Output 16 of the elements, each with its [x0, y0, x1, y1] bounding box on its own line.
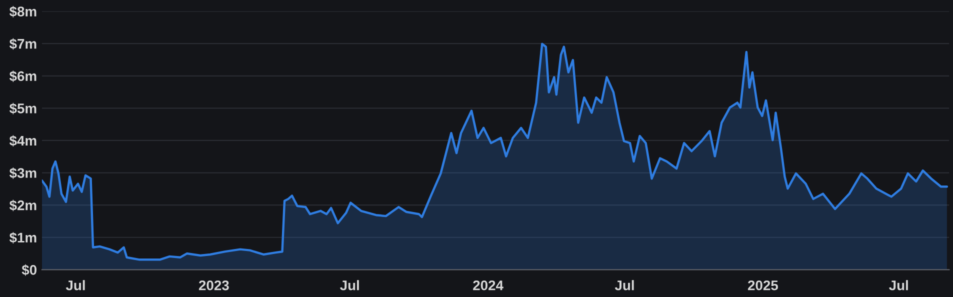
y-tick-label: $6m [9, 70, 36, 82]
x-tick-label: Jul [889, 280, 908, 290]
x-tick-label: 2024 [473, 280, 504, 290]
y-tick-label: $5m [9, 102, 36, 114]
x-tick-label: Jul [340, 280, 359, 290]
x-tick-label: 2025 [748, 280, 778, 290]
y-tick-label: $2m [9, 200, 36, 212]
y-tick-label: $3m [9, 168, 36, 179]
x-tick-label: 2023 [198, 280, 229, 290]
y-tick-label: $0 [22, 264, 37, 276]
x-tick-label: Jul [66, 280, 85, 290]
y-tick-label: $1m [9, 232, 36, 244]
x-tick-label: Jul [614, 280, 634, 290]
y-tick-label: $4m [9, 135, 36, 147]
y-tick-label: $7m [9, 38, 36, 50]
y-tick-label: $8m [9, 6, 36, 18]
